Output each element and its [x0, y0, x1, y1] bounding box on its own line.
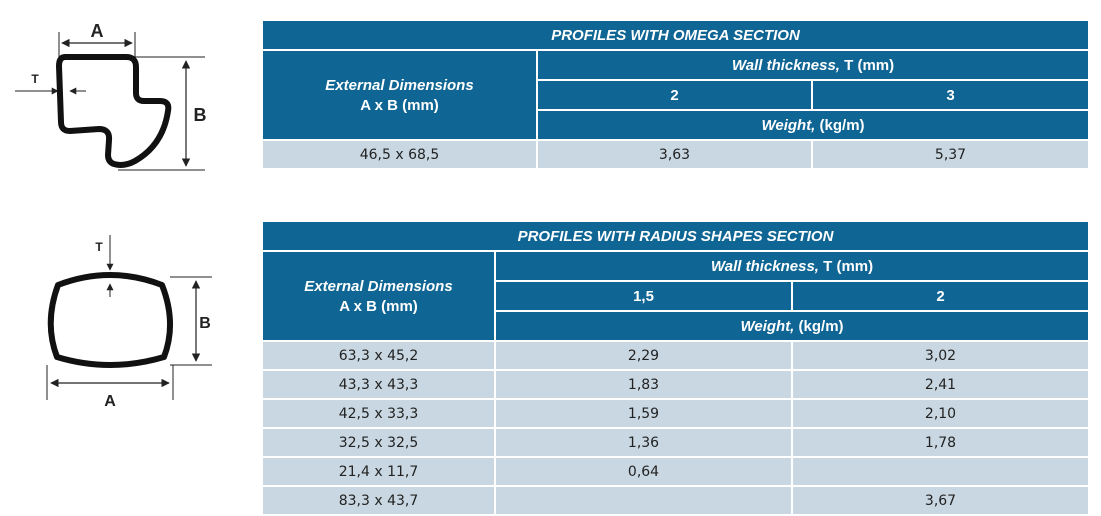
omega-weight-rest: (kg/m) — [815, 116, 865, 134]
radius-thickness-col-2: 2 — [793, 280, 1089, 310]
table-row: 32,5 x 32,5 1,36 1,78 — [263, 427, 1089, 456]
radius-row-weight-2: 3,67 — [793, 485, 1089, 514]
omega-spec-table: PROFILES WITH OMEGA SECTION External Dim… — [263, 21, 1088, 168]
table-row: 46,5 x 68,5 3,63 5,37 — [263, 139, 1088, 168]
table-row: 43,3 x 43,3 1,83 2,41 — [263, 369, 1089, 398]
radius-row-weight-1: 2,29 — [496, 340, 793, 369]
table-row: 83,3 x 43,7 3,67 — [263, 485, 1089, 514]
omega-ext-dim-line1: External Dimensions — [325, 77, 474, 94]
radius-row-dim: 32,5 x 32,5 — [263, 427, 496, 456]
omega-ext-dim-line2: A x B (mm) — [360, 97, 439, 114]
radius-row-weight-1: 1,83 — [496, 369, 793, 398]
omega-profile-diagram: A B T — [0, 0, 240, 185]
omega-weight-header: Weight, (kg/m) — [538, 109, 1088, 139]
radius-wall-thickness-rest: T (mm) — [818, 257, 874, 275]
radius-thickness-col-1: 1,5 — [496, 280, 793, 310]
radius-weight-rest: (kg/m) — [794, 317, 844, 335]
omega-table-title: PROFILES WITH OMEGA SECTION — [263, 21, 1088, 49]
radius-row-weight-2: 2,41 — [793, 369, 1089, 398]
table-row: 63,3 x 45,2 2,29 3,02 — [263, 340, 1089, 369]
radius-row-weight-2: 3,02 — [793, 340, 1089, 369]
radius-profile-diagram: T B A — [0, 225, 240, 415]
omega-label-a: A — [91, 21, 104, 41]
radius-weight-em: Weight, — [740, 317, 795, 335]
omega-weight-em: Weight, — [761, 116, 816, 134]
radius-spec-table: PROFILES WITH RADIUS SHAPES SECTION Exte… — [263, 222, 1089, 514]
omega-row-dim: 46,5 x 68,5 — [263, 139, 538, 168]
radius-label-t: T — [95, 240, 103, 254]
radius-label-b: B — [199, 315, 211, 332]
omega-label-t: T — [31, 72, 39, 86]
radius-row-weight-1 — [496, 485, 793, 514]
radius-row-dim: 21,4 x 11,7 — [263, 456, 496, 485]
radius-row-dim: 42,5 x 33,3 — [263, 398, 496, 427]
radius-row-weight-2 — [793, 456, 1089, 485]
radius-row-dim: 43,3 x 43,3 — [263, 369, 496, 398]
radius-weight-header: Weight, (kg/m) — [496, 310, 1089, 340]
omega-wall-thickness-em: Wall thickness, — [731, 56, 840, 74]
table-row: 21,4 x 11,7 0,64 — [263, 456, 1089, 485]
radius-row-weight-1: 1,59 — [496, 398, 793, 427]
radius-row-weight-2: 2,10 — [793, 398, 1089, 427]
omega-label-b: B — [194, 105, 207, 125]
omega-row-weight-2: 5,37 — [813, 139, 1088, 168]
omega-thickness-col-1: 2 — [538, 79, 813, 109]
radius-row-weight-1: 1,36 — [496, 427, 793, 456]
omega-wall-thickness-header: Wall thickness, T (mm) — [538, 49, 1088, 79]
radius-ext-dim-line2: A x B (mm) — [339, 298, 418, 315]
radius-row-weight-2: 1,78 — [793, 427, 1089, 456]
omega-row-weight-1: 3,63 — [538, 139, 813, 168]
radius-ext-dim-line1: External Dimensions — [304, 278, 453, 295]
table-row: 42,5 x 33,3 1,59 2,10 — [263, 398, 1089, 427]
radius-ext-dim-header: External Dimensions A x B (mm) — [263, 250, 496, 340]
radius-row-dim: 83,3 x 43,7 — [263, 485, 496, 514]
omega-thickness-col-2: 3 — [813, 79, 1088, 109]
radius-table-title: PROFILES WITH RADIUS SHAPES SECTION — [263, 222, 1089, 250]
radius-row-weight-1: 0,64 — [496, 456, 793, 485]
radius-label-a: A — [104, 393, 116, 410]
omega-ext-dim-header: External Dimensions A x B (mm) — [263, 49, 538, 139]
omega-wall-thickness-rest: T (mm) — [839, 56, 895, 74]
radius-wall-thickness-header: Wall thickness, T (mm) — [496, 250, 1089, 280]
radius-wall-thickness-em: Wall thickness, — [710, 257, 819, 275]
radius-row-dim: 63,3 x 45,2 — [263, 340, 496, 369]
